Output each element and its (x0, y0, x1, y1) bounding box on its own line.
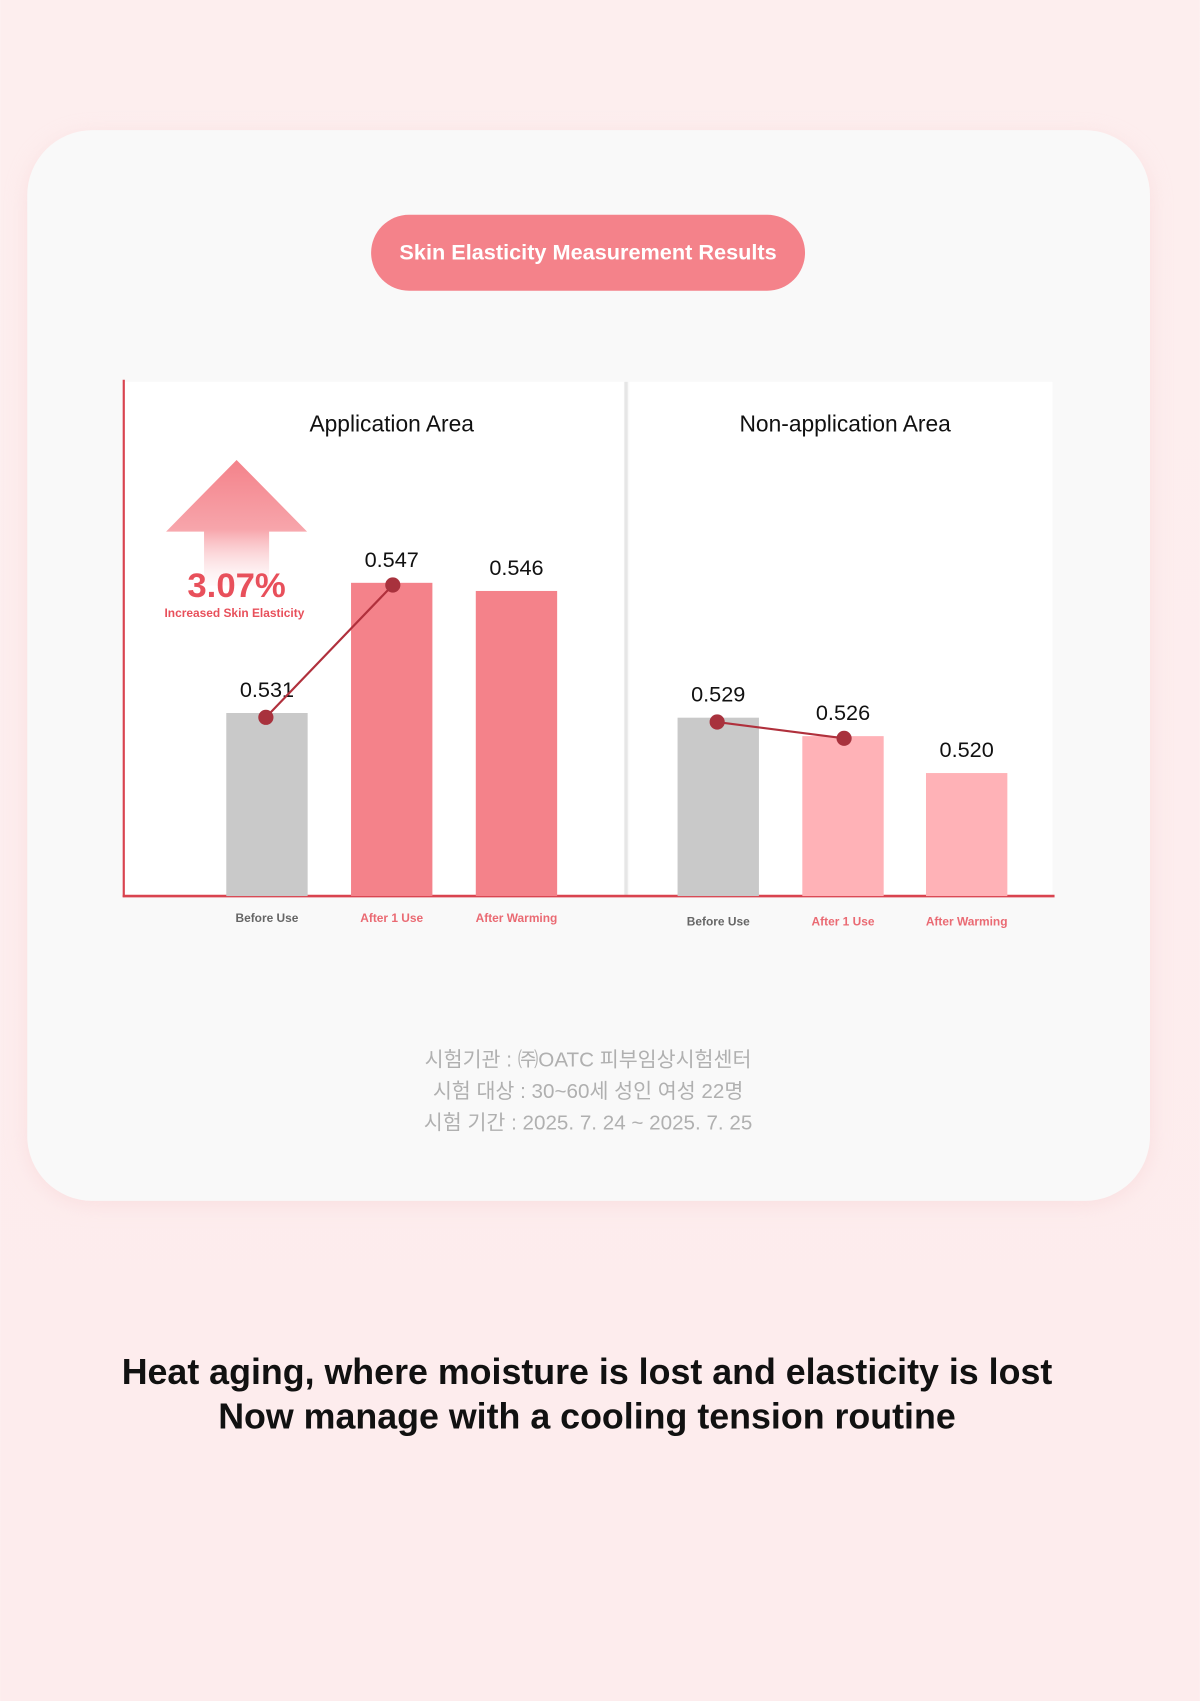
trend-point (709, 714, 725, 730)
x-tick-label: Before Use (687, 914, 750, 928)
annotation-value: 3.07% (187, 567, 285, 605)
value-label: 0.547 (365, 547, 419, 572)
badge-text: Skin Elasticity Measurement Results (399, 240, 776, 265)
x-tick-label: After 1 Use (812, 914, 875, 928)
trend-line (717, 720, 845, 740)
trend-point (258, 709, 274, 725)
value-label: 0.526 (816, 700, 870, 725)
chart-title: Application Area (309, 410, 474, 436)
headline: Now manage with a cooling tension routin… (218, 1396, 956, 1436)
bar (925, 773, 1008, 897)
bar (475, 590, 558, 897)
value-label: 0.531 (240, 677, 294, 702)
bar (802, 736, 884, 897)
value-label: 0.520 (940, 737, 994, 762)
trend-line (265, 584, 394, 719)
value-label: 0.529 (691, 682, 745, 707)
bar (226, 712, 308, 897)
footnote: 시험기관 : ㈜OATC 피부임상시험센터 (425, 1048, 752, 1071)
badge (371, 214, 806, 291)
x-tick-label: Before Use (235, 911, 298, 925)
footnote: 시험 대상 : 30~60세 성인 여성 22명 (433, 1080, 744, 1103)
value-label: 0.546 (489, 555, 543, 580)
footnote: 시험 기간 : 2025. 7. 24 ~ 2025. 7. 25 (424, 1111, 753, 1134)
trend-point (385, 577, 401, 593)
trend-point (836, 730, 852, 746)
x-tick-label: After 1 Use (360, 911, 423, 925)
x-tick-label: After Warming (926, 914, 1008, 928)
chart-title: Non-application Area (739, 410, 951, 436)
annotation-text: Increased Skin Elasticity (165, 606, 305, 620)
bar (677, 717, 759, 897)
up-arrow (166, 459, 308, 586)
headline: Heat aging, where moisture is lost and e… (122, 1352, 1053, 1392)
bar (351, 582, 433, 897)
x-tick-label: After Warming (476, 911, 558, 925)
